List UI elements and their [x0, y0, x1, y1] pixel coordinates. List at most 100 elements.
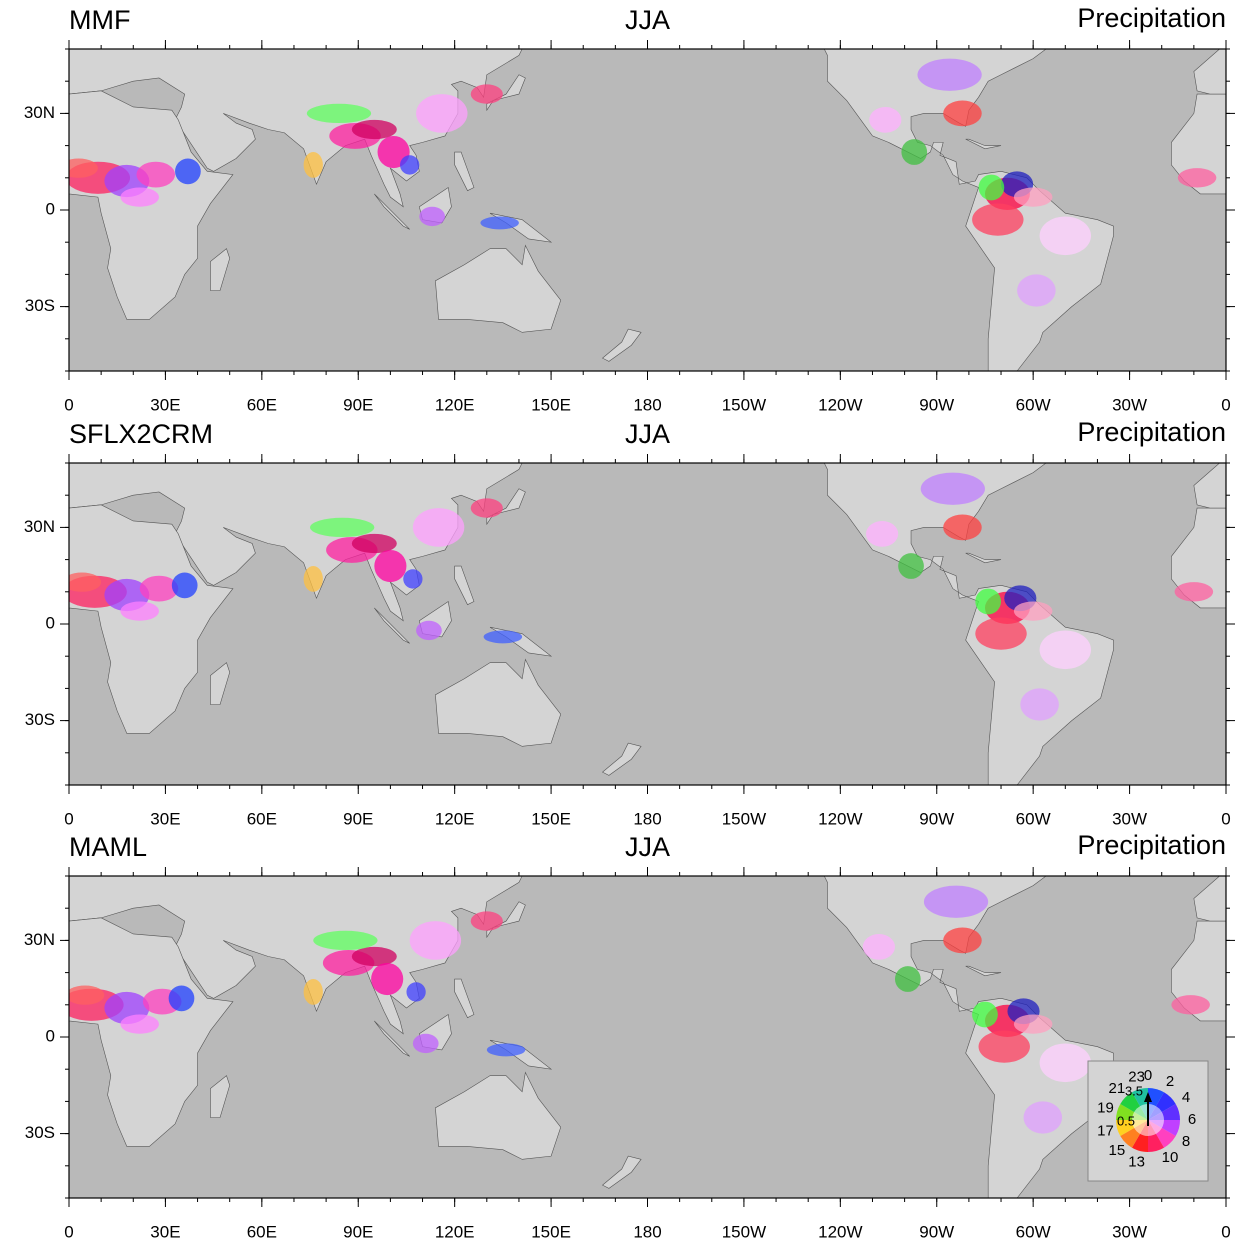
lon-tick-label: 90W — [919, 395, 954, 414]
precip-blob — [1013, 187, 1053, 207]
lon-tick-label: 180 — [633, 809, 661, 828]
precip-blob — [486, 1043, 526, 1057]
panel-title-right: Precipitation — [1077, 417, 1226, 447]
precip-blob — [306, 103, 372, 124]
lon-tick-label: 180 — [633, 395, 661, 414]
precip-blob — [923, 885, 989, 918]
legend-hour-label: 6 — [1188, 1111, 1196, 1128]
precip-blob — [303, 566, 323, 592]
lon-tick-label: 60E — [247, 1222, 277, 1241]
land — [1171, 94, 1226, 194]
land — [455, 979, 474, 1018]
lat-tick-label: 30N — [24, 517, 55, 536]
precip-blob — [1039, 1043, 1092, 1083]
legend-hour-label: 17 — [1097, 1122, 1114, 1139]
precip-blob — [1013, 1014, 1053, 1034]
precip-blob — [943, 100, 982, 127]
panel-title-right: Precipitation — [1077, 830, 1226, 860]
precip-blob — [866, 520, 899, 547]
lat-tick-label: 30S — [25, 1123, 55, 1142]
lat-tick-label: 30S — [25, 296, 55, 315]
precip-blob — [920, 472, 985, 505]
legend-hour-label: 13 — [1128, 1153, 1145, 1170]
precip-blob — [901, 139, 928, 165]
lon-tick-label: 150E — [531, 809, 571, 828]
precip-blob — [1023, 1101, 1063, 1134]
lon-tick-label: 150W — [722, 1222, 766, 1241]
precip-blob — [972, 1001, 998, 1028]
land — [1194, 876, 1226, 921]
precip-blob — [898, 553, 924, 579]
map-panel: 0 30E 60E 90E 120E 150E 180 150W 120W 90W 60W 30W 03… — [24, 830, 1235, 1241]
land — [603, 743, 642, 775]
lon-tick-label: 90E — [343, 809, 373, 828]
panel-title-left: MAML — [69, 832, 147, 862]
precip-blob — [862, 933, 895, 960]
lon-tick-label: 120E — [435, 1222, 475, 1241]
legend-amplitude-label: 3.5 — [1125, 1083, 1143, 1098]
land — [210, 249, 229, 291]
panel-title-right: Precipitation — [1077, 3, 1226, 33]
lon-tick-label: 60E — [247, 809, 277, 828]
panel-title-left: SFLX2CRM — [69, 419, 213, 449]
land — [966, 139, 1001, 149]
precip-blob — [978, 1030, 1030, 1063]
lat-tick-label: 0 — [46, 613, 55, 632]
map-layer — [69, 463, 1226, 786]
precip-blob — [175, 158, 201, 185]
lat-tick-label: 30N — [24, 930, 55, 949]
lon-tick-label: 0 — [64, 809, 73, 828]
lon-tick-label: 0 — [64, 395, 73, 414]
precip-blob — [972, 203, 1024, 236]
lon-tick-label: 30E — [150, 1222, 180, 1241]
land — [1194, 463, 1226, 508]
land — [966, 966, 1001, 976]
legend-hour-label: 8 — [1182, 1133, 1190, 1150]
precip-blob — [139, 575, 179, 602]
precip-blob — [303, 152, 323, 178]
lon-tick-label: 120W — [818, 1222, 862, 1241]
precip-blob — [303, 979, 323, 1005]
precip-blob — [371, 962, 404, 996]
land — [1194, 49, 1226, 94]
precip-blob — [120, 1014, 159, 1034]
map-layer — [69, 876, 1226, 1199]
lon-tick-label: 30E — [150, 809, 180, 828]
panel-title-left: MMF — [69, 5, 130, 35]
map-panel: 0 30E 60E 90E 120E 150E 180 150W 120W 90W 60W 30W 03… — [24, 3, 1235, 414]
lon-tick-label: 0 — [1221, 809, 1230, 828]
precip-blob — [310, 517, 375, 538]
panel-title-center: JJA — [625, 832, 670, 862]
land — [69, 505, 233, 734]
precip-blob — [313, 930, 378, 951]
precip-blob — [69, 572, 102, 592]
precip-blob — [403, 569, 423, 589]
map-layer — [69, 49, 1226, 372]
legend-hour-label: 4 — [1182, 1089, 1190, 1106]
precip-blob — [1039, 216, 1092, 256]
precip-blob — [470, 84, 503, 104]
precip-blob — [406, 982, 426, 1002]
lon-tick-label: 120W — [818, 395, 862, 414]
precip-blob — [1017, 274, 1056, 307]
land — [435, 659, 560, 746]
precip-blob — [69, 985, 105, 1005]
lon-tick-label: 30E — [150, 395, 180, 414]
precip-blob — [416, 94, 468, 133]
lon-tick-label: 120E — [435, 809, 475, 828]
precip-blob — [120, 187, 159, 207]
precip-blob — [419, 206, 446, 227]
lon-tick-label: 150E — [531, 395, 571, 414]
precip-blob — [943, 927, 982, 954]
lat-tick-label: 30S — [25, 710, 55, 729]
lon-tick-label: 150W — [722, 395, 766, 414]
precip-blob — [351, 946, 397, 967]
legend-hour-label: 15 — [1109, 1142, 1126, 1159]
precip-blob — [869, 106, 902, 133]
precip-blob — [1174, 582, 1214, 602]
precip-blob — [1020, 688, 1059, 721]
lon-tick-label: 30W — [1112, 809, 1147, 828]
precip-blob — [917, 58, 982, 91]
land — [603, 329, 642, 361]
